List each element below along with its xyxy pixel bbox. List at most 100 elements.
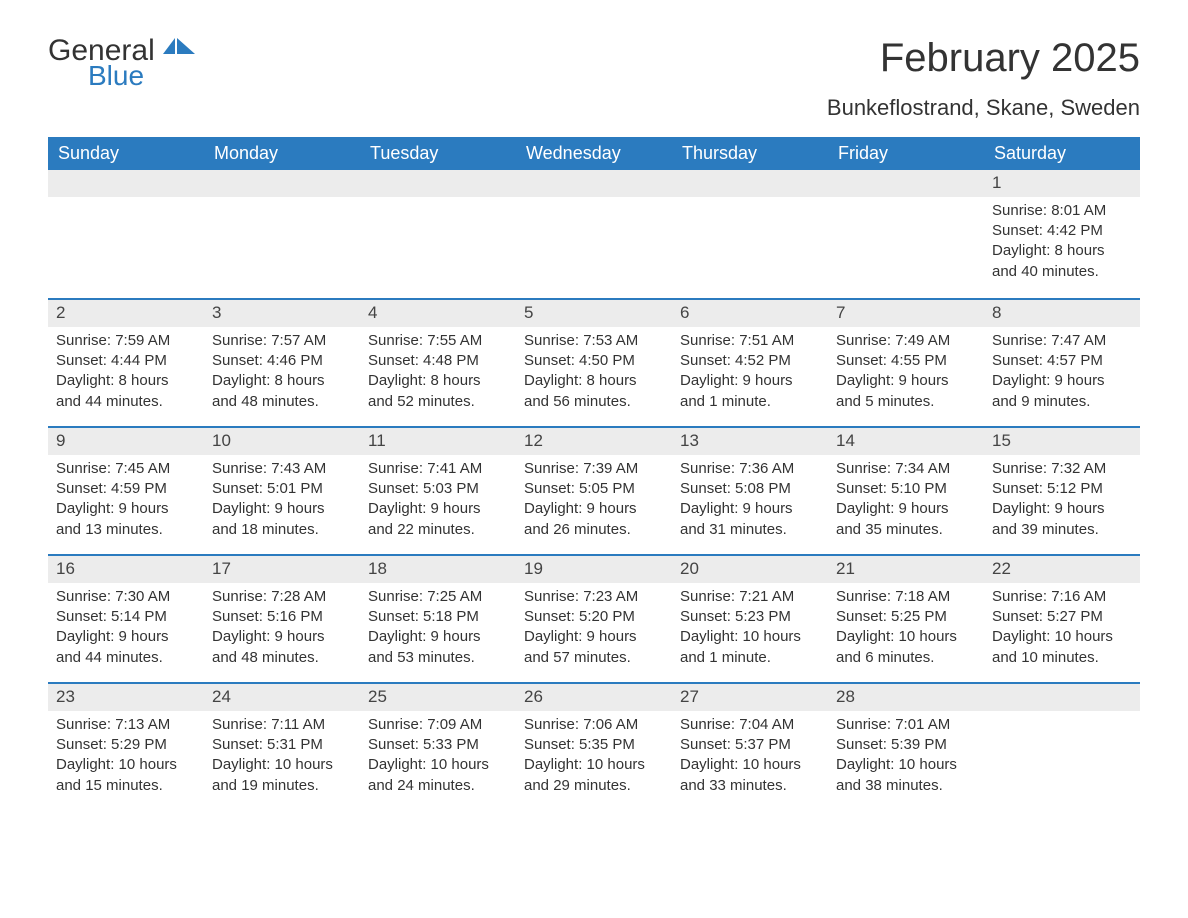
sunrise-line: Sunrise: 7:11 AM [212,715,352,735]
sunset-line: Sunset: 5:03 PM [368,479,508,499]
header: General Blue February 2025 Bunkeflostran… [48,36,1140,121]
sunset-line: Sunset: 5:25 PM [836,607,976,627]
week-row: 23Sunrise: 7:13 AMSunset: 5:29 PMDayligh… [48,682,1140,810]
day-cell: 3Sunrise: 7:57 AMSunset: 4:46 PMDaylight… [204,300,360,426]
sunrise-line: Sunrise: 7:53 AM [524,331,664,351]
day-cell: 6Sunrise: 7:51 AMSunset: 4:52 PMDaylight… [672,300,828,426]
day-cell: 1Sunrise: 8:01 AMSunset: 4:42 PMDaylight… [984,170,1140,298]
empty-cell [984,684,1140,810]
day-number: 21 [828,556,984,583]
day-cell: 16Sunrise: 7:30 AMSunset: 5:14 PMDayligh… [48,556,204,682]
day-cell: 2Sunrise: 7:59 AMSunset: 4:44 PMDaylight… [48,300,204,426]
sunset-line: Sunset: 4:55 PM [836,351,976,371]
dow-tuesday: Tuesday [360,137,516,170]
day-number: 28 [828,684,984,711]
day-number: 9 [48,428,204,455]
day-cell: 9Sunrise: 7:45 AMSunset: 4:59 PMDaylight… [48,428,204,554]
daylight-line: and 40 minutes. [992,262,1132,282]
daylight-line: and 44 minutes. [56,648,196,668]
dow-wednesday: Wednesday [516,137,672,170]
sunrise-line: Sunrise: 7:04 AM [680,715,820,735]
day-number: 13 [672,428,828,455]
empty-cell [828,170,984,298]
daylight-line: Daylight: 10 hours [524,755,664,775]
day-number [828,170,984,197]
sunrise-line: Sunrise: 7:34 AM [836,459,976,479]
daylight-line: Daylight: 8 hours [368,371,508,391]
week-row: 1Sunrise: 8:01 AMSunset: 4:42 PMDaylight… [48,170,1140,298]
day-number: 6 [672,300,828,327]
daylight-line: Daylight: 10 hours [368,755,508,775]
day-number: 23 [48,684,204,711]
day-number: 2 [48,300,204,327]
sunrise-line: Sunrise: 7:01 AM [836,715,976,735]
day-number: 16 [48,556,204,583]
sunrise-line: Sunrise: 7:36 AM [680,459,820,479]
day-number: 3 [204,300,360,327]
sunrise-line: Sunrise: 7:06 AM [524,715,664,735]
day-cell: 21Sunrise: 7:18 AMSunset: 5:25 PMDayligh… [828,556,984,682]
day-number [204,170,360,197]
day-cell: 11Sunrise: 7:41 AMSunset: 5:03 PMDayligh… [360,428,516,554]
day-cell: 23Sunrise: 7:13 AMSunset: 5:29 PMDayligh… [48,684,204,810]
dow-monday: Monday [204,137,360,170]
sunrise-line: Sunrise: 7:25 AM [368,587,508,607]
sunset-line: Sunset: 5:20 PM [524,607,664,627]
sunrise-line: Sunrise: 7:51 AM [680,331,820,351]
logo-flag-icon [163,36,197,61]
daylight-line: Daylight: 9 hours [680,371,820,391]
daylight-line: and 18 minutes. [212,520,352,540]
location: Bunkeflostrand, Skane, Sweden [827,95,1140,121]
daylight-line: and 6 minutes. [836,648,976,668]
week-row: 9Sunrise: 7:45 AMSunset: 4:59 PMDaylight… [48,426,1140,554]
day-number: 11 [360,428,516,455]
calendar-body: 1Sunrise: 8:01 AMSunset: 4:42 PMDaylight… [48,170,1140,810]
daylight-line: Daylight: 8 hours [992,241,1132,261]
sunrise-line: Sunrise: 7:39 AM [524,459,664,479]
day-cell: 14Sunrise: 7:34 AMSunset: 5:10 PMDayligh… [828,428,984,554]
daylight-line: and 52 minutes. [368,392,508,412]
day-number: 7 [828,300,984,327]
sunset-line: Sunset: 4:42 PM [992,221,1132,241]
day-of-week-header: SundayMondayTuesdayWednesdayThursdayFrid… [48,137,1140,170]
daylight-line: Daylight: 9 hours [56,627,196,647]
day-cell: 7Sunrise: 7:49 AMSunset: 4:55 PMDaylight… [828,300,984,426]
sunrise-line: Sunrise: 7:57 AM [212,331,352,351]
daylight-line: Daylight: 9 hours [56,499,196,519]
dow-sunday: Sunday [48,137,204,170]
day-number: 5 [516,300,672,327]
sunset-line: Sunset: 5:08 PM [680,479,820,499]
day-cell: 20Sunrise: 7:21 AMSunset: 5:23 PMDayligh… [672,556,828,682]
logo: General Blue [48,36,197,90]
sunset-line: Sunset: 5:35 PM [524,735,664,755]
month-title: February 2025 [827,36,1140,81]
day-number: 4 [360,300,516,327]
day-number [360,170,516,197]
week-row: 2Sunrise: 7:59 AMSunset: 4:44 PMDaylight… [48,298,1140,426]
daylight-line: and 5 minutes. [836,392,976,412]
sunset-line: Sunset: 5:29 PM [56,735,196,755]
daylight-line: and 56 minutes. [524,392,664,412]
daylight-line: and 13 minutes. [56,520,196,540]
sunrise-line: Sunrise: 7:47 AM [992,331,1132,351]
sunrise-line: Sunrise: 7:28 AM [212,587,352,607]
day-cell: 25Sunrise: 7:09 AMSunset: 5:33 PMDayligh… [360,684,516,810]
daylight-line: and 9 minutes. [992,392,1132,412]
daylight-line: Daylight: 10 hours [992,627,1132,647]
sunset-line: Sunset: 5:05 PM [524,479,664,499]
daylight-line: Daylight: 9 hours [836,499,976,519]
empty-cell [204,170,360,298]
calendar: SundayMondayTuesdayWednesdayThursdayFrid… [48,137,1140,810]
daylight-line: Daylight: 9 hours [212,499,352,519]
day-cell: 19Sunrise: 7:23 AMSunset: 5:20 PMDayligh… [516,556,672,682]
empty-cell [672,170,828,298]
daylight-line: Daylight: 10 hours [680,627,820,647]
daylight-line: and 1 minute. [680,392,820,412]
daylight-line: and 19 minutes. [212,776,352,796]
day-number [48,170,204,197]
daylight-line: Daylight: 9 hours [368,627,508,647]
day-cell: 4Sunrise: 7:55 AMSunset: 4:48 PMDaylight… [360,300,516,426]
daylight-line: Daylight: 10 hours [836,755,976,775]
day-cell: 5Sunrise: 7:53 AMSunset: 4:50 PMDaylight… [516,300,672,426]
day-number [672,170,828,197]
